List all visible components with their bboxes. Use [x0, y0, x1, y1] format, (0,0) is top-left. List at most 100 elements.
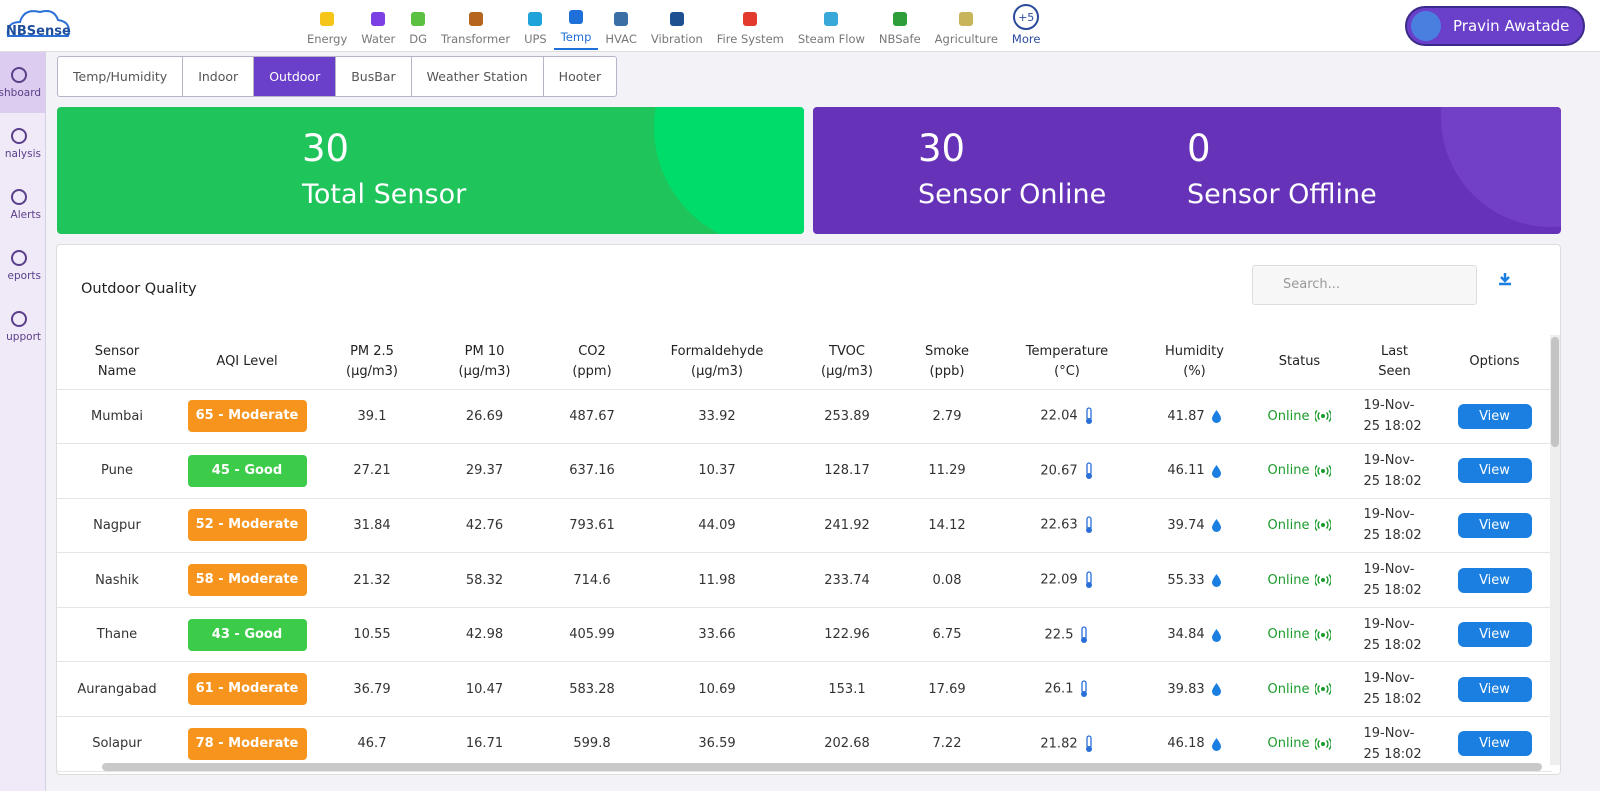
- cell-options: View: [1437, 389, 1552, 445]
- cell-last-seen: 19-Nov-25 18:02: [1352, 443, 1437, 499]
- nav-item[interactable]: UPS: [517, 0, 554, 50]
- tab[interactable]: BusBar: [336, 57, 412, 96]
- aqi-badge: 65 - Moderate: [187, 400, 307, 433]
- humidity-value: 34.84: [1167, 627, 1205, 643]
- cell-pm10: 26.69: [427, 389, 542, 445]
- table-row: Aurangabad 61 - Moderate 36.79 10.47 583.28 1…: [57, 661, 1552, 718]
- nav-item[interactable]: HVAC: [598, 0, 643, 50]
- column-header: TVOC (µg/m3): [792, 335, 902, 390]
- last-seen: 19-Nov-25 18:02: [1363, 507, 1422, 544]
- cell-smoke: 2.79: [902, 389, 992, 445]
- status-text: Online: [1267, 463, 1310, 479]
- view-button[interactable]: View: [1457, 622, 1532, 648]
- table-panel: Outdoor Quality Search... Sensor Name AQI…: [56, 244, 1561, 775]
- cell-aqi: 43 - Good: [177, 607, 317, 663]
- user-button[interactable]: Pravin Awatade: [1405, 6, 1585, 46]
- view-button[interactable]: View: [1457, 731, 1532, 757]
- nav-item[interactable]: Temp: [553, 0, 599, 50]
- sub-tabs: Temp/Humidity Indoor Outdoor BusBar Weather …: [57, 56, 618, 97]
- cell-name: Thane: [57, 607, 177, 663]
- view-button[interactable]: View: [1457, 458, 1532, 484]
- cell-co2: 714.6: [542, 552, 642, 608]
- last-seen: 19-Nov-25 18:02: [1363, 616, 1422, 653]
- decor: [654, 107, 804, 234]
- nav-item[interactable]: Energy: [300, 0, 354, 50]
- cell-options: View: [1437, 661, 1552, 718]
- cell-tvoc: 128.17: [792, 443, 902, 499]
- cell-formaldehyde: 33.92: [642, 389, 792, 445]
- nav-item[interactable]: DG: [402, 0, 434, 50]
- nav-icon: [320, 12, 335, 26]
- nav-label: DG: [409, 32, 428, 46]
- nav-item[interactable]: Water: [354, 0, 402, 50]
- stat-label: Total Sensor: [302, 179, 467, 210]
- cell-co2: 599.8: [542, 716, 642, 772]
- tab[interactable]: Hooter: [558, 69, 602, 84]
- cell-last-seen: 19-Nov-25 18:02: [1352, 389, 1437, 445]
- tab[interactable]: Outdoor: [254, 57, 337, 96]
- nav-item[interactable]: Steam Flow: [791, 0, 872, 50]
- thermometer-icon: [1081, 626, 1088, 643]
- table-row: Mumbai 65 - Moderate 39.1 26.69 487.67 33.92 2…: [57, 389, 1552, 445]
- cell-last-seen: 19-Nov-25 18:02: [1352, 607, 1437, 663]
- view-button[interactable]: View: [1457, 512, 1532, 538]
- cell-pm25: 31.84: [317, 498, 427, 554]
- search-box[interactable]: Search...: [1252, 265, 1477, 305]
- cell-tvoc: 153.1: [792, 661, 902, 718]
- side-item[interactable]: eports: [0, 235, 45, 296]
- cell-last-seen: 19-Nov-25 18:02: [1352, 552, 1437, 608]
- side-icon: [11, 188, 27, 205]
- view-button[interactable]: View: [1457, 403, 1532, 429]
- cell-pm25: 27.21: [317, 443, 427, 499]
- cell-temperature: 22.63: [992, 498, 1142, 554]
- top-bar: NBSense Energy Water DG Transformer UPS Temp H…: [0, 0, 1600, 52]
- v-scrollbar: [1550, 335, 1560, 765]
- download-button[interactable]: [1497, 271, 1513, 287]
- side-item[interactable]: shboard: [0, 52, 45, 113]
- scroll-thumb: [1551, 337, 1559, 447]
- nav-item[interactable]: Transformer: [434, 0, 517, 50]
- cell-formaldehyde: 10.69: [642, 661, 792, 718]
- nav-item[interactable]: Vibration: [644, 0, 710, 50]
- header-row: Sensor Name AQI Level PM 2.5 (µg/m3) PM 10 …: [57, 335, 1552, 390]
- aqi-badge: 45 - Good: [187, 454, 307, 487]
- nav-icon: [371, 12, 386, 26]
- signal-icon: [1314, 464, 1333, 477]
- nav-item[interactable]: NBSafe: [872, 0, 928, 50]
- side-item[interactable]: Alerts: [0, 174, 45, 235]
- cell-tvoc: 202.68: [792, 716, 902, 772]
- nav-item[interactable]: Fire System: [710, 0, 791, 50]
- tab[interactable]: Weather Station: [412, 57, 544, 96]
- status-text: Online: [1267, 572, 1310, 588]
- cell-smoke: 17.69: [902, 661, 992, 718]
- column-header: PM 2.5 (µg/m3): [317, 335, 427, 390]
- more-badge: +5: [1013, 4, 1040, 30]
- cell-pm10: 42.76: [427, 498, 542, 554]
- column-header: Sensor Name: [57, 335, 177, 390]
- cell-formaldehyde: 33.66: [642, 607, 792, 663]
- last-seen: 19-Nov-25 18:02: [1363, 398, 1422, 435]
- side-icon: [11, 127, 27, 144]
- status-card: 30 Sensor Online 0 Sensor Offline: [813, 107, 1561, 234]
- nav-more[interactable]: +5 More: [1005, 0, 1048, 50]
- view-button[interactable]: View: [1457, 567, 1532, 593]
- cell-pm10: 42.98: [427, 607, 542, 663]
- tab[interactable]: Temp/Humidity: [58, 57, 184, 96]
- humidity-icon: [1211, 683, 1221, 697]
- view-button[interactable]: View: [1457, 676, 1532, 702]
- cell-status: Online: [1247, 498, 1352, 554]
- cell-options: View: [1437, 607, 1552, 663]
- tab[interactable]: Indoor: [183, 57, 255, 96]
- signal-icon: [1314, 683, 1333, 696]
- thermometer-icon: [1085, 407, 1092, 425]
- cell-co2: 487.67: [542, 389, 642, 445]
- side-item[interactable]: nalysis: [0, 113, 45, 174]
- cell-temperature: 26.1: [992, 661, 1142, 718]
- side-item[interactable]: upport: [0, 296, 45, 357]
- cell-aqi: 61 - Moderate: [177, 661, 317, 718]
- nav-item[interactable]: Agriculture: [928, 0, 1005, 50]
- nav-icon: [669, 12, 684, 26]
- cell-smoke: 6.75: [902, 607, 992, 663]
- nav-icon: [892, 12, 907, 26]
